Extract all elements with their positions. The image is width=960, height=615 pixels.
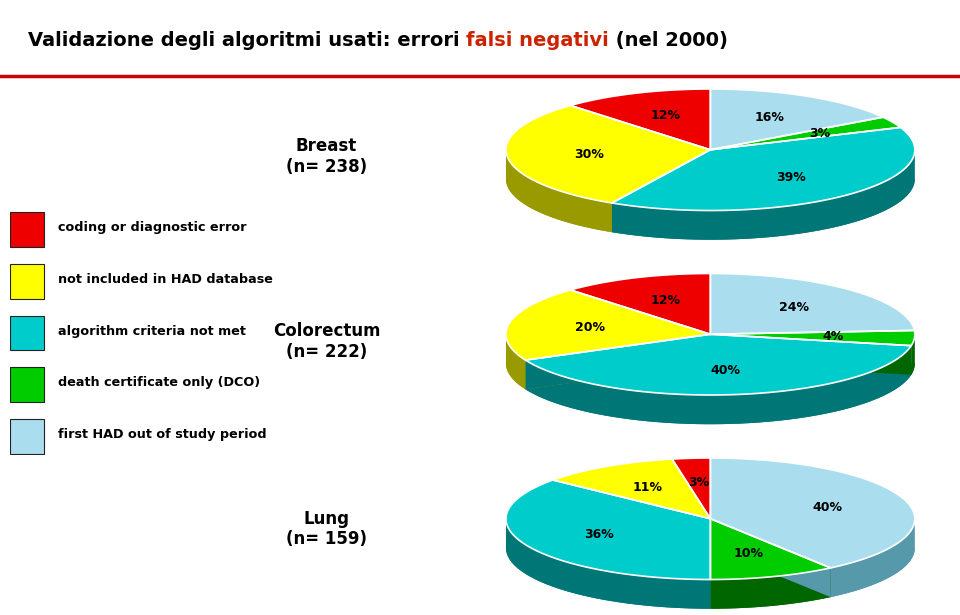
Text: 12%: 12% bbox=[650, 294, 681, 307]
Polygon shape bbox=[710, 335, 911, 375]
Text: 12%: 12% bbox=[650, 109, 681, 122]
Text: not included in HAD database: not included in HAD database bbox=[58, 273, 273, 286]
Bar bbox=[10, 264, 44, 299]
Polygon shape bbox=[506, 105, 710, 203]
Text: 20%: 20% bbox=[575, 321, 605, 334]
Text: 40%: 40% bbox=[812, 501, 842, 514]
Text: coding or diagnostic error: coding or diagnostic error bbox=[58, 221, 247, 234]
Polygon shape bbox=[612, 150, 710, 232]
Polygon shape bbox=[710, 335, 911, 375]
Bar bbox=[10, 315, 44, 351]
Polygon shape bbox=[570, 89, 710, 150]
Polygon shape bbox=[525, 335, 710, 389]
Text: Lung
(n= 159): Lung (n= 159) bbox=[286, 509, 367, 549]
Text: 10%: 10% bbox=[733, 547, 763, 560]
Polygon shape bbox=[710, 548, 915, 597]
Polygon shape bbox=[911, 335, 915, 375]
Text: 3%: 3% bbox=[688, 476, 709, 489]
Text: Colorectum
(n= 222): Colorectum (n= 222) bbox=[273, 322, 380, 361]
Polygon shape bbox=[672, 458, 710, 519]
Polygon shape bbox=[710, 330, 915, 346]
Polygon shape bbox=[506, 179, 710, 232]
Text: 36%: 36% bbox=[585, 528, 614, 541]
Polygon shape bbox=[612, 150, 710, 232]
Polygon shape bbox=[710, 519, 830, 597]
Text: 3%: 3% bbox=[809, 127, 830, 140]
Polygon shape bbox=[506, 519, 710, 609]
Text: death certificate only (DCO): death certificate only (DCO) bbox=[58, 376, 260, 389]
Polygon shape bbox=[506, 480, 710, 579]
Polygon shape bbox=[525, 335, 710, 389]
Text: (nel 2000): (nel 2000) bbox=[610, 31, 728, 50]
Polygon shape bbox=[612, 179, 915, 240]
Bar bbox=[10, 419, 44, 454]
Polygon shape bbox=[710, 568, 830, 609]
Polygon shape bbox=[506, 548, 710, 609]
Polygon shape bbox=[525, 346, 911, 424]
Text: 16%: 16% bbox=[755, 111, 784, 124]
Polygon shape bbox=[710, 519, 830, 597]
Polygon shape bbox=[525, 363, 911, 424]
Polygon shape bbox=[506, 290, 710, 360]
Text: 39%: 39% bbox=[777, 170, 806, 184]
Text: 24%: 24% bbox=[780, 301, 809, 314]
Polygon shape bbox=[506, 150, 612, 232]
Polygon shape bbox=[612, 150, 915, 240]
Text: 40%: 40% bbox=[710, 364, 741, 377]
Text: falsi negativi: falsi negativi bbox=[467, 31, 610, 50]
Text: 30%: 30% bbox=[574, 148, 604, 161]
Text: 11%: 11% bbox=[633, 481, 663, 494]
Bar bbox=[10, 212, 44, 247]
Text: 4%: 4% bbox=[822, 330, 844, 343]
Polygon shape bbox=[710, 363, 915, 375]
Polygon shape bbox=[506, 335, 525, 389]
Polygon shape bbox=[710, 458, 915, 568]
Text: first HAD out of study period: first HAD out of study period bbox=[58, 428, 267, 441]
Text: algorithm criteria not met: algorithm criteria not met bbox=[58, 325, 246, 338]
Text: Breast
(n= 238): Breast (n= 238) bbox=[286, 137, 367, 177]
Polygon shape bbox=[830, 519, 915, 597]
Bar bbox=[10, 367, 44, 402]
Polygon shape bbox=[710, 89, 883, 150]
Polygon shape bbox=[553, 459, 710, 519]
Polygon shape bbox=[525, 335, 911, 395]
Polygon shape bbox=[612, 127, 915, 210]
Polygon shape bbox=[570, 274, 710, 335]
Text: Validazione degli algoritmi usati: errori: Validazione degli algoritmi usati: error… bbox=[28, 31, 467, 50]
Polygon shape bbox=[506, 363, 710, 389]
Polygon shape bbox=[710, 519, 830, 579]
Polygon shape bbox=[710, 117, 900, 150]
Polygon shape bbox=[710, 274, 915, 335]
Polygon shape bbox=[710, 548, 830, 609]
